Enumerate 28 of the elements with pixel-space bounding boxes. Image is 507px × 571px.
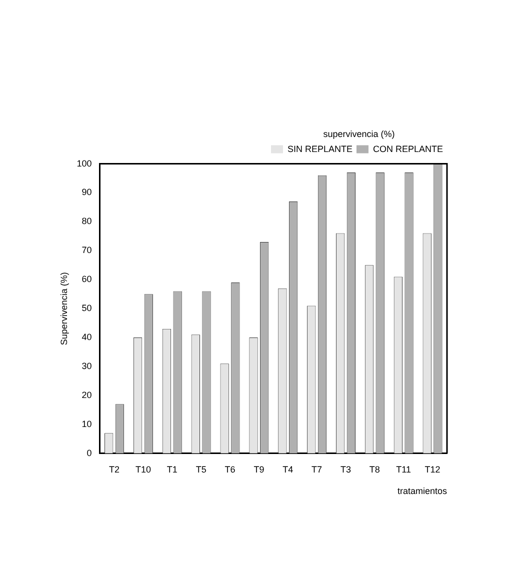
x-tick-label: T11 bbox=[396, 464, 412, 474]
y-tick-label: 70 bbox=[82, 245, 92, 256]
y-tick-label: 10 bbox=[82, 418, 92, 429]
x-tick-label: T9 bbox=[254, 464, 264, 474]
x-tick-label: T8 bbox=[369, 464, 380, 474]
y-tick-label: 30 bbox=[82, 361, 92, 372]
y-tick-label: 0 bbox=[86, 448, 92, 458]
y-tick-label: 80 bbox=[82, 216, 92, 226]
y-tick-label: 100 bbox=[76, 158, 92, 168]
x-tick-label: T6 bbox=[224, 464, 236, 474]
legend-title: supervivencia (%) bbox=[323, 128, 395, 139]
y-tick-label: 50 bbox=[82, 303, 92, 314]
x-tick-label: T12 bbox=[424, 464, 440, 474]
y-tick-label: 90 bbox=[82, 187, 92, 198]
x-tick-label: T2 bbox=[109, 464, 120, 474]
y-tick-label: 40 bbox=[82, 332, 92, 342]
x-tick-label: T7 bbox=[312, 464, 322, 474]
x-tick-label: T3 bbox=[340, 464, 351, 474]
legend-label: SIN REPLANTE bbox=[287, 144, 352, 154]
x-tick-label: T5 bbox=[196, 464, 206, 474]
y-axis-title: Supervivencia (%) bbox=[58, 272, 69, 346]
legend-label: CON REPLANTE bbox=[372, 144, 443, 154]
x-tick-label: T4 bbox=[282, 464, 294, 474]
x-tick-label: T10 bbox=[135, 464, 151, 474]
y-tick-label: 60 bbox=[82, 274, 92, 284]
y-tick-label: 20 bbox=[82, 390, 92, 400]
x-axis-title: tratamientos bbox=[397, 486, 448, 496]
x-tick-label: T1 bbox=[166, 464, 178, 474]
